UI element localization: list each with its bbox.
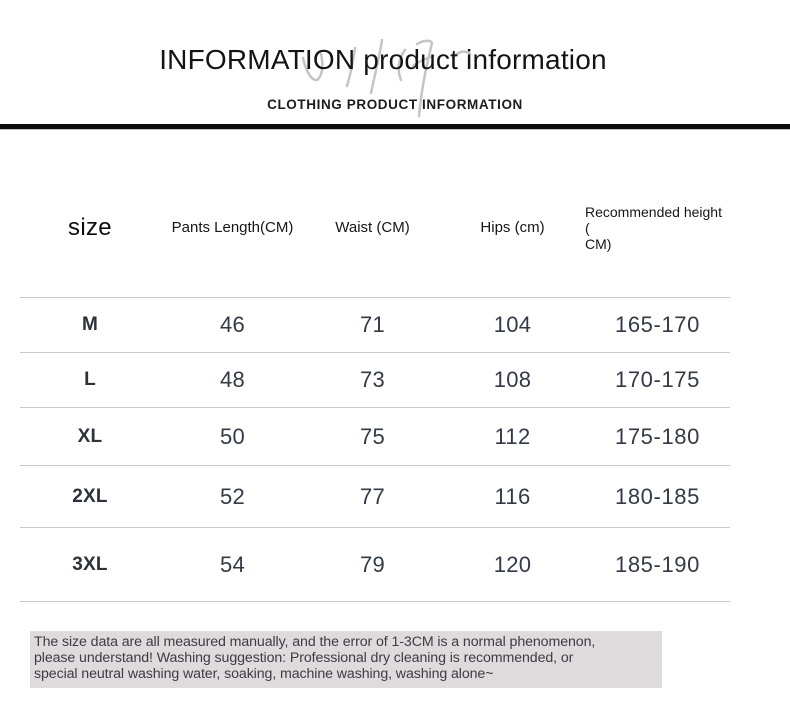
hips-value: 112 [494,423,531,449]
column-header-size: size [68,213,112,241]
height-range-value: 185-190 [615,551,700,577]
recommended-height-line1: Recommended height ( [585,203,722,236]
pants-length-value: 48 [219,367,246,392]
note-line-2: please understand! Washing suggestion: P… [34,649,574,666]
note-line-3: special neutral washing water, soaking, … [34,665,494,682]
note-line-1: The size data are all measured manually,… [34,634,596,650]
height-range-value: 175-180 [615,423,700,449]
page-title: INFORMATION product information [159,44,607,75]
column-header-waist: Waist (CM) [335,219,410,236]
table-row-m: M 46 71 104 165-170 [20,298,730,353]
size-label: XL [77,425,103,447]
table-header-row: size Pants Length(CM) Waist (CM) Hips (c… [20,130,730,298]
table-body: M 46 71 104 165-170 L 48 73 108 170-175 … [20,298,730,602]
column-header-hips: Hips (cm) [480,219,545,236]
table-row-xl: XL 50 75 112 175-180 [20,408,730,466]
size-label: 2XL [72,485,108,507]
recommended-height-line2: CM) [585,235,612,252]
hips-value: 116 [494,483,531,509]
waist-value: 77 [359,483,386,509]
hips-value: 120 [493,551,532,577]
pants-length-value: 50 [219,423,246,449]
hips-value: 108 [493,367,532,392]
waist-value: 79 [359,551,386,577]
height-range-value: 180-185 [615,483,700,509]
measurement-disclaimer-note: The size data are all measured manually,… [30,631,662,689]
waist-value: 73 [359,367,386,392]
table-row-2xl: 2XL 52 77 116 180-185 [20,466,730,528]
waist-value: 71 [359,312,386,337]
pants-length-value: 54 [219,551,246,577]
pants-length-value: 52 [219,483,246,509]
size-chart-table: size Pants Length(CM) Waist (CM) Hips (c… [20,130,730,602]
waist-value: 75 [359,423,386,449]
pants-length-value: 46 [219,312,246,337]
table-row-3xl: 3XL 54 79 120 185-190 [20,528,730,602]
height-range-value: 165-170 [615,312,700,337]
size-label: L [84,369,96,390]
size-label: 3XL [72,553,108,575]
height-range-value: 170-175 [615,367,700,392]
page-subtitle: CLOTHING PRODUCT INFORMATION [267,96,523,113]
size-label: M [81,314,99,335]
table-row-l: L 48 73 108 170-175 [20,353,730,408]
column-header-pants-length: Pants Length(CM) [171,219,294,236]
header-divider-bar [0,124,790,129]
hips-value: 104 [493,312,532,337]
column-header-recommended-height: Recommended height ( CM) [585,204,730,252]
